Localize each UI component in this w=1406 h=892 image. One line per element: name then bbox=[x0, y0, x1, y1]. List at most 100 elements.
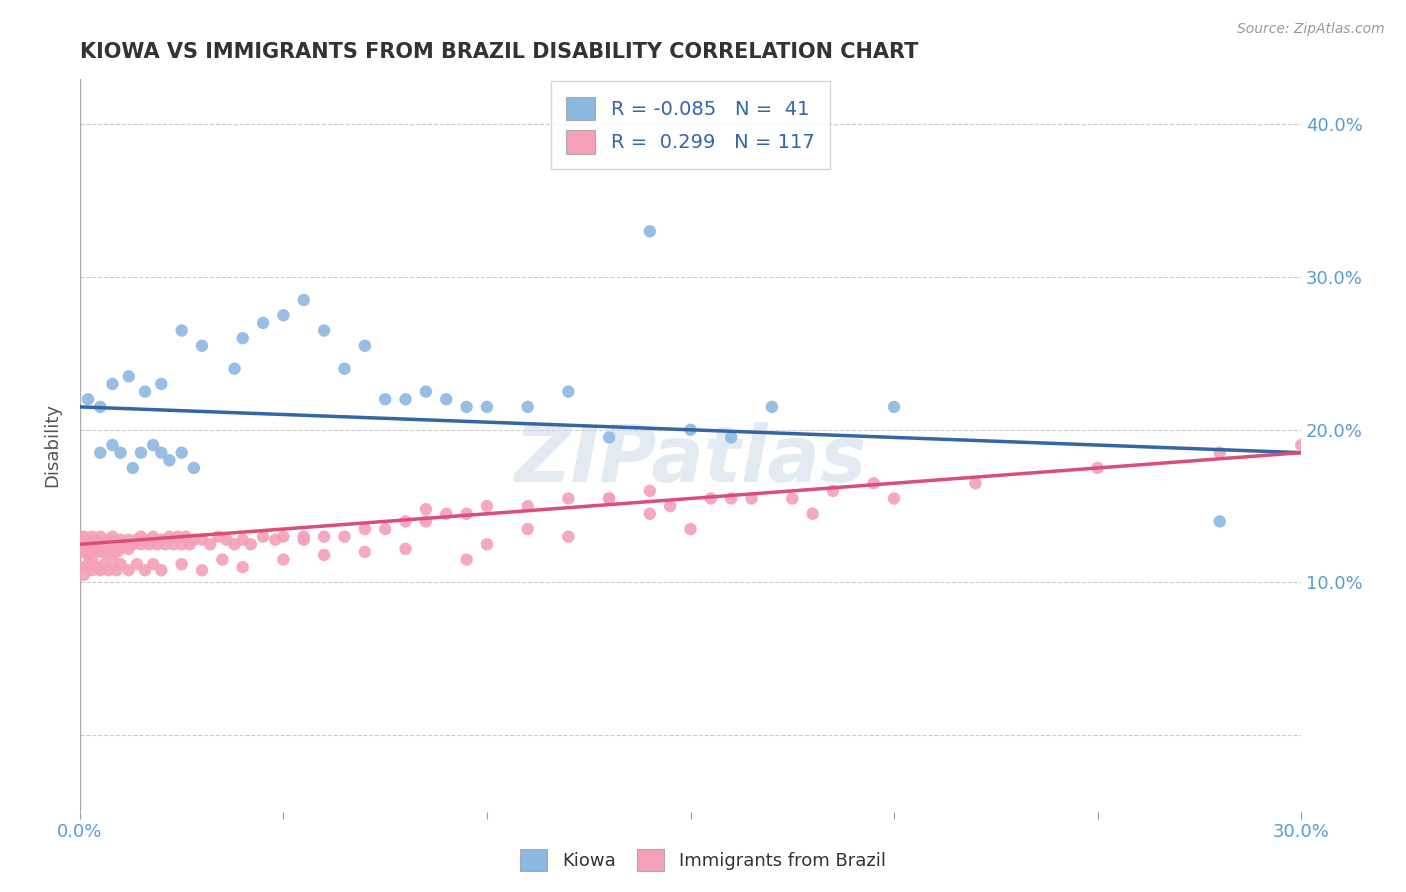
Point bbox=[69, 560, 91, 574]
Point bbox=[273, 552, 295, 566]
Point bbox=[84, 533, 107, 547]
Point bbox=[150, 563, 173, 577]
Point bbox=[77, 541, 100, 556]
Point bbox=[224, 537, 246, 551]
Point bbox=[159, 530, 181, 544]
Point bbox=[394, 541, 416, 556]
Point bbox=[353, 545, 375, 559]
Point bbox=[73, 537, 96, 551]
Point bbox=[101, 438, 124, 452]
Point bbox=[1289, 438, 1312, 452]
Point bbox=[191, 563, 214, 577]
Point bbox=[252, 316, 274, 330]
Point bbox=[73, 567, 96, 582]
Point bbox=[292, 293, 315, 307]
Point bbox=[374, 392, 396, 407]
Point bbox=[129, 537, 152, 551]
Point bbox=[516, 400, 538, 414]
Point bbox=[314, 324, 336, 338]
Point bbox=[125, 533, 148, 547]
Point bbox=[105, 545, 128, 559]
Point bbox=[84, 541, 107, 556]
Point bbox=[659, 499, 682, 513]
Point bbox=[80, 552, 103, 566]
Point bbox=[162, 537, 184, 551]
Point bbox=[353, 522, 375, 536]
Point bbox=[434, 392, 457, 407]
Point bbox=[720, 491, 742, 506]
Point bbox=[101, 537, 124, 551]
Point bbox=[232, 533, 254, 547]
Point bbox=[801, 507, 824, 521]
Point bbox=[159, 453, 181, 467]
Point bbox=[114, 537, 136, 551]
Point bbox=[720, 430, 742, 444]
Point bbox=[93, 537, 115, 551]
Point bbox=[170, 445, 193, 459]
Point bbox=[456, 552, 478, 566]
Point bbox=[239, 537, 262, 551]
Legend: R = -0.085   N =  41, R =  0.299   N = 117: R = -0.085 N = 41, R = 0.299 N = 117 bbox=[551, 81, 831, 169]
Point bbox=[456, 400, 478, 414]
Point bbox=[475, 537, 498, 551]
Point bbox=[679, 423, 702, 437]
Point bbox=[89, 537, 111, 551]
Text: Source: ZipAtlas.com: Source: ZipAtlas.com bbox=[1237, 22, 1385, 37]
Point bbox=[138, 537, 160, 551]
Point bbox=[121, 537, 143, 551]
Point bbox=[475, 400, 498, 414]
Point bbox=[97, 563, 120, 577]
Point bbox=[516, 522, 538, 536]
Point bbox=[273, 530, 295, 544]
Point bbox=[89, 400, 111, 414]
Point bbox=[761, 400, 783, 414]
Point bbox=[142, 438, 165, 452]
Point bbox=[456, 507, 478, 521]
Point bbox=[333, 361, 356, 376]
Point bbox=[292, 533, 315, 547]
Point bbox=[150, 376, 173, 391]
Point bbox=[1209, 445, 1232, 459]
Point bbox=[129, 445, 152, 459]
Point bbox=[821, 483, 844, 498]
Point bbox=[394, 392, 416, 407]
Point bbox=[415, 502, 437, 516]
Legend: Kiowa, Immigrants from Brazil: Kiowa, Immigrants from Brazil bbox=[513, 842, 893, 879]
Point bbox=[179, 537, 201, 551]
Point bbox=[174, 530, 197, 544]
Point bbox=[415, 384, 437, 399]
Point bbox=[638, 507, 661, 521]
Point bbox=[77, 548, 100, 562]
Point bbox=[598, 491, 620, 506]
Point bbox=[883, 400, 905, 414]
Point bbox=[69, 537, 91, 551]
Point bbox=[273, 308, 295, 322]
Point bbox=[434, 507, 457, 521]
Point bbox=[557, 384, 579, 399]
Point bbox=[89, 445, 111, 459]
Point bbox=[110, 557, 132, 571]
Point bbox=[101, 552, 124, 566]
Point bbox=[314, 530, 336, 544]
Point bbox=[80, 545, 103, 559]
Point bbox=[150, 533, 173, 547]
Point bbox=[118, 541, 141, 556]
Point bbox=[333, 530, 356, 544]
Point bbox=[170, 324, 193, 338]
Point bbox=[883, 491, 905, 506]
Point bbox=[1209, 515, 1232, 529]
Point bbox=[965, 476, 987, 491]
Text: ZIPatlas: ZIPatlas bbox=[515, 422, 866, 498]
Point bbox=[155, 537, 177, 551]
Point bbox=[183, 461, 205, 475]
Point bbox=[89, 545, 111, 559]
Point bbox=[80, 563, 103, 577]
Point bbox=[150, 445, 173, 459]
Point bbox=[1087, 461, 1109, 475]
Point bbox=[862, 476, 884, 491]
Point bbox=[142, 530, 165, 544]
Point bbox=[170, 557, 193, 571]
Point bbox=[166, 530, 188, 544]
Point bbox=[557, 530, 579, 544]
Point bbox=[121, 461, 143, 475]
